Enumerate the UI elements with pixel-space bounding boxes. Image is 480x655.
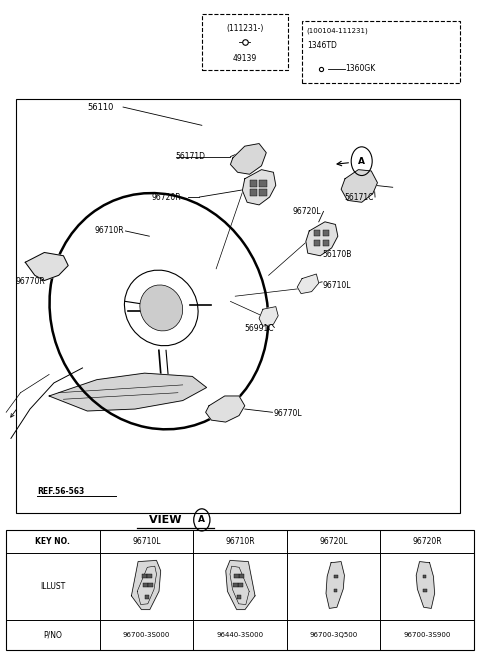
- Text: 56171D: 56171D: [176, 152, 205, 161]
- Polygon shape: [25, 252, 68, 280]
- Text: 96720R: 96720R: [412, 537, 442, 546]
- Text: 96700-3S900: 96700-3S900: [403, 632, 451, 638]
- Text: 96710R: 96710R: [95, 227, 124, 235]
- Text: 56110: 56110: [87, 103, 114, 111]
- Bar: [334, 589, 337, 592]
- Bar: [334, 575, 338, 578]
- Text: 96710R: 96710R: [225, 537, 255, 546]
- Bar: [148, 583, 153, 587]
- Text: VIEW: VIEW: [149, 515, 185, 525]
- Bar: [144, 583, 148, 587]
- Polygon shape: [226, 561, 255, 610]
- Text: 96720L: 96720L: [319, 537, 348, 546]
- Polygon shape: [230, 143, 266, 174]
- Polygon shape: [297, 274, 319, 293]
- Polygon shape: [259, 307, 278, 326]
- Bar: [422, 575, 426, 578]
- Polygon shape: [132, 561, 161, 610]
- Bar: [323, 240, 329, 246]
- Bar: [16, 99, 459, 514]
- Text: 56991C: 56991C: [245, 324, 274, 333]
- Bar: [250, 189, 257, 196]
- Bar: [147, 574, 152, 578]
- Text: KEY NO.: KEY NO.: [36, 537, 71, 546]
- Bar: [233, 583, 238, 587]
- Text: 96770L: 96770L: [274, 409, 302, 418]
- Text: ILLUST: ILLUST: [40, 582, 66, 591]
- Bar: [239, 583, 243, 587]
- Bar: [202, 14, 288, 70]
- Bar: [237, 595, 241, 599]
- Ellipse shape: [140, 285, 183, 331]
- Bar: [234, 574, 239, 578]
- Text: 96700-3S000: 96700-3S000: [123, 632, 170, 638]
- Bar: [314, 231, 320, 236]
- Text: A: A: [198, 515, 205, 525]
- Bar: [423, 589, 427, 592]
- Bar: [250, 180, 257, 187]
- Text: 96440-3S000: 96440-3S000: [216, 632, 264, 638]
- Bar: [6, 530, 474, 650]
- Text: REF.56-563: REF.56-563: [37, 487, 84, 496]
- Text: 96720L: 96720L: [292, 207, 321, 216]
- Bar: [143, 574, 147, 578]
- Text: (111231-): (111231-): [226, 24, 264, 33]
- Bar: [323, 231, 329, 236]
- Bar: [240, 574, 244, 578]
- Text: 96770R: 96770R: [16, 277, 46, 286]
- Text: 1346TD: 1346TD: [307, 41, 336, 50]
- Text: 1360GK: 1360GK: [345, 64, 375, 73]
- Bar: [145, 595, 149, 599]
- Text: 96710L: 96710L: [132, 537, 161, 546]
- Bar: [314, 240, 320, 246]
- Polygon shape: [306, 222, 338, 255]
- Text: A: A: [358, 157, 365, 166]
- Text: 56170B: 56170B: [322, 250, 351, 259]
- Text: P/NO: P/NO: [44, 631, 62, 640]
- Text: 96700-3Q500: 96700-3Q500: [310, 632, 358, 638]
- Text: 49139: 49139: [233, 54, 257, 64]
- Bar: [259, 189, 267, 196]
- Bar: [302, 21, 459, 83]
- Polygon shape: [341, 170, 377, 202]
- Polygon shape: [49, 373, 206, 411]
- Text: (100104-111231): (100104-111231): [307, 28, 369, 34]
- Text: 96710L: 96710L: [322, 280, 350, 290]
- Polygon shape: [326, 561, 344, 608]
- Polygon shape: [416, 561, 434, 608]
- Bar: [259, 180, 267, 187]
- Polygon shape: [242, 170, 276, 205]
- Text: 96720R: 96720R: [152, 193, 181, 202]
- Polygon shape: [205, 396, 245, 422]
- Text: 56171C: 56171C: [344, 193, 373, 202]
